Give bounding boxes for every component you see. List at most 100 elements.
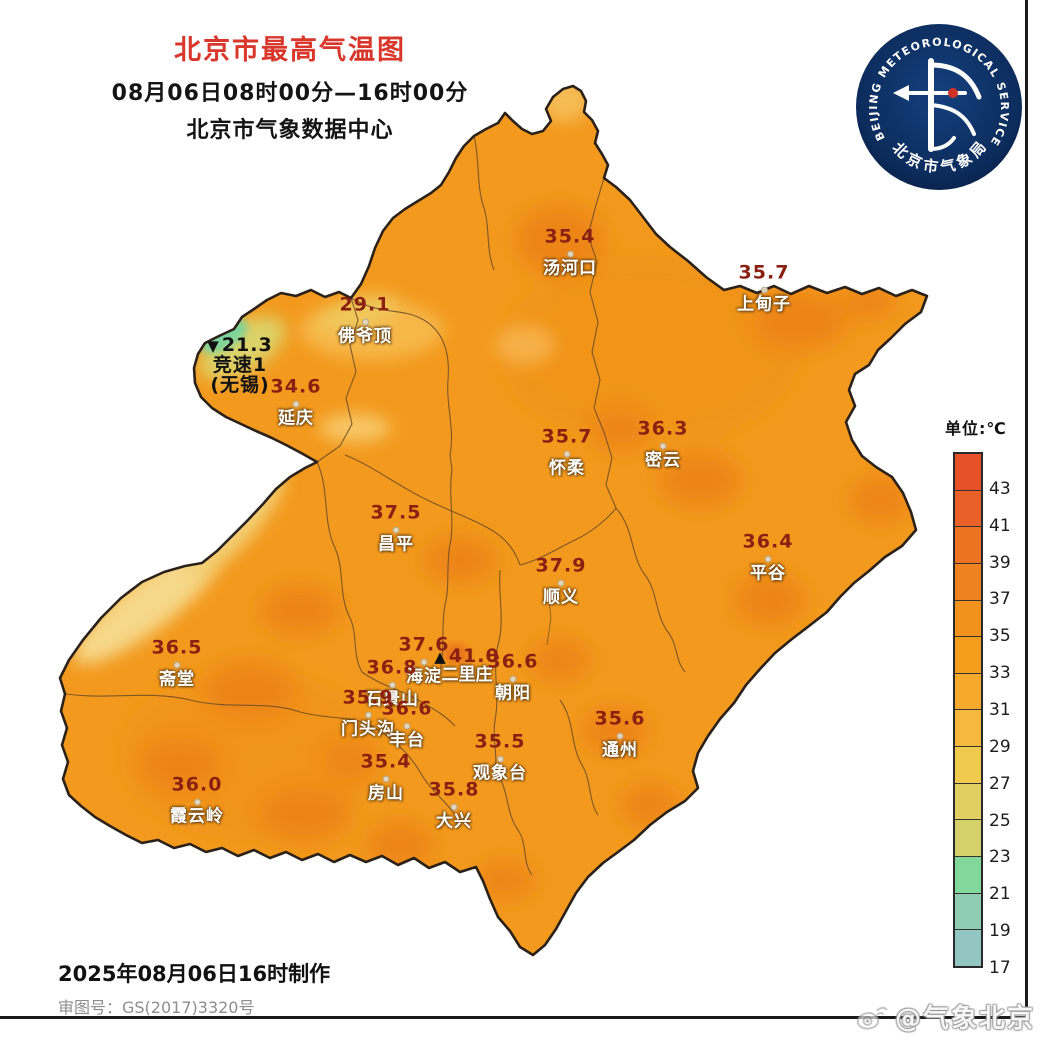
station-name: 密云 xyxy=(644,450,681,471)
station-temperature: ▲ 41.0 xyxy=(434,645,500,668)
weather-station: 29.1 佛爷顶 xyxy=(338,293,392,347)
station-temperature: 34.6 xyxy=(270,375,322,398)
station-name: 佛爷顶 xyxy=(338,326,392,347)
station-temperature: 35.6 xyxy=(594,707,646,730)
station-name: 房山 xyxy=(367,783,404,804)
legend-segment xyxy=(955,930,981,966)
district-boundaries xyxy=(65,135,686,876)
station-dot-icon xyxy=(364,711,372,719)
station-dot-icon xyxy=(760,286,768,294)
legend-tick: 33 xyxy=(989,663,1011,684)
legend-tick: 39 xyxy=(989,552,1011,573)
page-title: 北京市最高气温图 xyxy=(174,35,406,66)
legend-tick-labels: 43 41 39 37 35 33 31 29 27 25 23 21 19 17 xyxy=(989,452,1029,978)
weather-station: 36.6 朝阳 xyxy=(487,650,539,704)
weather-station: 37.6 海淀 xyxy=(399,635,450,687)
station-temperature: 36.3 xyxy=(637,417,689,440)
weather-station: 36.4 平谷 xyxy=(742,530,794,584)
weibo-watermark: @气象北京 xyxy=(855,998,1035,1035)
weather-station: ▲ 41.0 二里庄 xyxy=(434,645,500,685)
weather-station: 35.7 上甸子 xyxy=(737,263,791,315)
station-dot-icon xyxy=(616,732,624,740)
legend-tick: 43 xyxy=(989,478,1011,499)
legend-tick: 21 xyxy=(989,884,1011,905)
legend-segment xyxy=(955,527,981,564)
station-dot-icon xyxy=(563,450,571,458)
legend-tick: 41 xyxy=(989,515,1011,536)
station-dot-icon xyxy=(388,681,396,689)
legend-segment xyxy=(955,747,981,784)
legend-segment xyxy=(955,820,981,858)
weather-station: 36.8 石景山 xyxy=(365,656,419,710)
data-source-label: 北京市气象数据中心 xyxy=(186,118,394,143)
weather-station: 35.7 怀柔 xyxy=(541,425,593,479)
station-temperature: ▼ 21.3 xyxy=(207,334,273,357)
legend-segment xyxy=(955,893,981,931)
station-temperature: 36.6 xyxy=(487,650,539,673)
station-dot-icon xyxy=(403,722,411,730)
wind-profiler-symbol-icon xyxy=(893,58,982,152)
station-temperature: 36.4 xyxy=(742,530,794,553)
legend-segment xyxy=(955,454,981,491)
legend-segment xyxy=(955,783,981,821)
station-temperature: 36.6 xyxy=(381,697,433,720)
weather-station: 36.5 斋堂 xyxy=(152,638,203,690)
max-temp-marker-icon: ▲ xyxy=(434,648,447,667)
beijing-outer-boundary xyxy=(58,84,929,957)
weather-station: 35.9 门头沟 xyxy=(341,686,395,740)
station-name: 门头沟 xyxy=(341,719,395,740)
station-temperature: 35.4 xyxy=(544,225,596,248)
station-temperature: 36.0 xyxy=(171,773,223,796)
station-dot-icon xyxy=(361,318,369,326)
time-range-subtitle: 08月06日08时00分—16时00分 xyxy=(111,81,469,106)
station-name: 平谷 xyxy=(749,563,786,584)
station-temperature: 35.9 xyxy=(342,686,394,709)
weather-station: 36.6 丰台 xyxy=(381,697,433,751)
temperature-legend: 单位:℃ 43 41 39 37 35 33 31 29 27 25 23 21 19 17 xyxy=(945,415,1011,978)
station-name: (无锡) xyxy=(210,373,270,396)
legend-tick: 27 xyxy=(989,773,1011,794)
legend-tick: 19 xyxy=(989,921,1011,942)
weather-station: 35.5 观象台 xyxy=(473,732,527,784)
station-dot-icon xyxy=(509,675,517,683)
legend-tick: 37 xyxy=(989,589,1011,610)
legend-segment xyxy=(955,600,981,638)
map-approval-number: 审图号：GS(2017)3320号 xyxy=(58,998,255,1017)
station-dot-icon xyxy=(557,579,565,587)
watermark-text: @气象北京 xyxy=(895,1004,1036,1034)
weibo-icon xyxy=(856,1006,888,1030)
footer: 2025年08月06日16时制作 审图号：GS(2017)3320号 xyxy=(58,958,330,1018)
weather-station: 37.9 顺义 xyxy=(535,554,587,608)
legend-tick: 35 xyxy=(989,626,1011,647)
station-name: 汤河口 xyxy=(543,258,597,279)
station-temperature: 37.9 xyxy=(535,554,587,577)
station-name: 昌平 xyxy=(377,534,414,555)
logo-emblem-icon: BEIJING METEOROLOGICAL SERVICE 北京市气象局 xyxy=(856,24,1022,190)
weather-station: 34.6 延庆 xyxy=(270,375,322,429)
station-temperature: 36.8 xyxy=(366,656,418,679)
station-temperature: 29.1 xyxy=(339,293,391,316)
station-dot-icon xyxy=(292,400,300,408)
weather-station: 35.6 通州 xyxy=(594,707,646,761)
weather-station: 37.5 昌平 xyxy=(371,503,422,555)
station-temperature: 35.7 xyxy=(541,425,593,448)
station-name: 上甸子 xyxy=(737,294,791,315)
station-name: 顺义 xyxy=(542,587,579,608)
station-temperature: 35.8 xyxy=(428,778,480,801)
legend-segment xyxy=(955,490,981,528)
station-temperature: 35.4 xyxy=(360,750,412,773)
station-dot-icon xyxy=(382,775,390,783)
frame-bottom-border xyxy=(0,1016,1028,1019)
station-dot-icon xyxy=(392,526,400,534)
legend-unit-label: 单位:℃ xyxy=(945,419,1007,438)
legend-segment xyxy=(955,637,981,674)
station-dot-icon xyxy=(173,661,181,669)
legend-segment xyxy=(955,563,981,601)
station-name: 观象台 xyxy=(473,763,527,784)
station-name: 石景山 xyxy=(365,689,419,710)
station-name: 海淀 xyxy=(405,666,442,687)
station-name: 通州 xyxy=(601,740,638,761)
station-name: 延庆 xyxy=(277,408,314,429)
legend-tick: 25 xyxy=(989,810,1011,831)
